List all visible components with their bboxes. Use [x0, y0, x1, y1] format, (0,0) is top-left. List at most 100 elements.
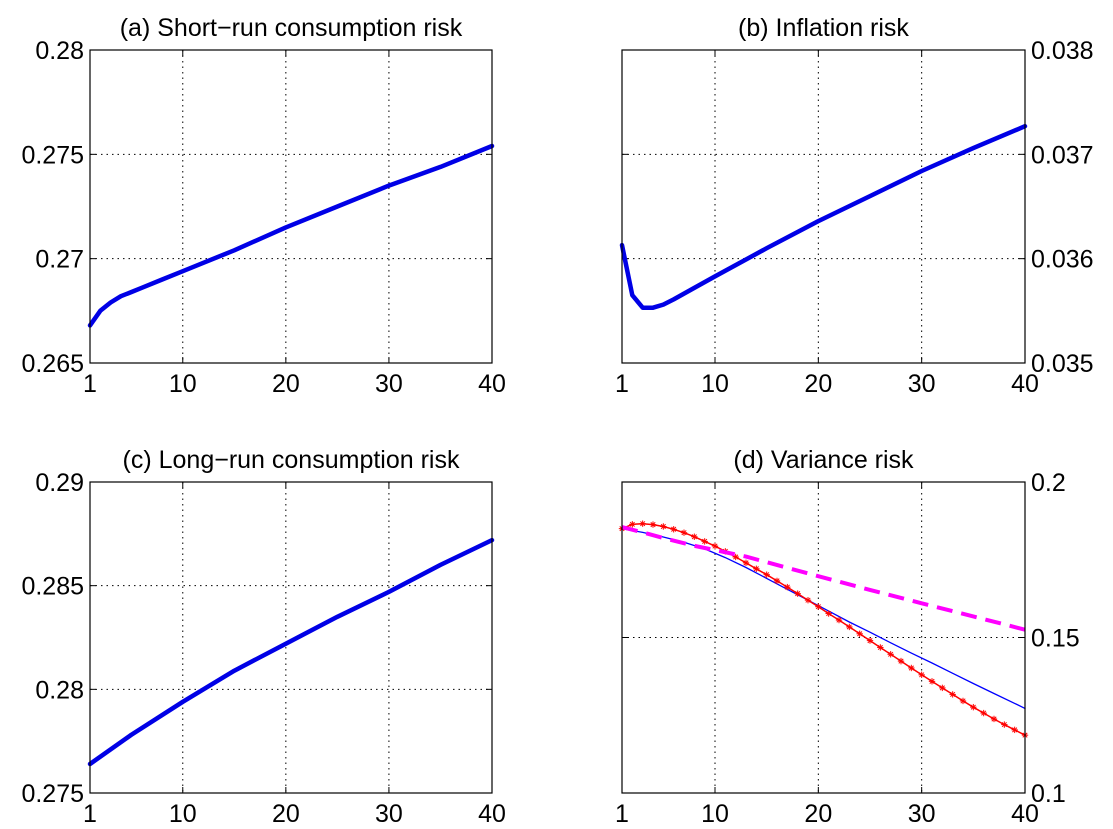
y-tick-label: 0.275 [21, 780, 84, 808]
star-marker [794, 590, 801, 597]
star-marker [877, 644, 884, 651]
x-tick-label: 20 [272, 370, 300, 398]
star-stroke [712, 543, 718, 549]
star-stroke [784, 584, 790, 590]
star-marker [918, 671, 925, 679]
star-stroke [660, 523, 666, 530]
star-stroke [671, 526, 677, 532]
y-tick-label: 0.2 [1031, 469, 1066, 497]
star-stroke [919, 672, 925, 678]
star-stroke [981, 710, 987, 716]
x-tick-label: 40 [478, 800, 506, 828]
star-stroke [640, 521, 646, 527]
y-tick-label: 0.28 [35, 676, 84, 704]
star-marker [815, 603, 822, 610]
plot-frame [89, 481, 493, 794]
star-stroke [991, 716, 997, 722]
x-tick-label: 1 [83, 800, 97, 828]
star-marker [928, 678, 936, 685]
plot-frame [89, 49, 493, 364]
y-tick-label: 0.038 [1031, 37, 1094, 65]
x-tick-label: 10 [169, 370, 197, 398]
y-tick-label: 0.275 [21, 141, 84, 169]
star-marker [680, 529, 688, 536]
y-tick-label: 0.265 [21, 350, 84, 378]
series-line-0 [621, 528, 1026, 710]
x-tick-label: 1 [615, 800, 629, 828]
y-tick-label: 0.285 [21, 573, 84, 601]
star-stroke [950, 691, 956, 698]
star-stroke [681, 530, 687, 536]
x-tick-label: 1 [615, 370, 629, 398]
star-stroke [1012, 727, 1018, 733]
x-tick-label: 30 [908, 800, 936, 828]
star-marker [939, 684, 946, 692]
star-marker [773, 577, 781, 585]
chart-panel-1: (b) Inflation risk 1 10 20 30 400.035 0.036 0.0… [615, 14, 1094, 398]
chart-title: (d) Variance risk [733, 446, 914, 474]
star-marker [753, 565, 760, 572]
x-tick-label: 30 [375, 370, 403, 398]
star-marker [866, 637, 874, 644]
series-line-1 [621, 522, 1026, 736]
star-stroke [836, 617, 842, 623]
star-stroke [908, 665, 914, 671]
star-stroke [877, 644, 883, 651]
star-stroke [753, 566, 759, 572]
star-stroke [743, 560, 749, 566]
star-marker [1011, 726, 1018, 734]
x-tick-label: 40 [478, 370, 506, 398]
x-tick-label: 10 [169, 800, 197, 828]
star-marker [691, 533, 698, 540]
star-marker [763, 571, 770, 578]
star-stroke [867, 638, 873, 644]
star-stroke [650, 522, 656, 528]
star-marker [639, 520, 646, 527]
series-line-0 [87, 537, 495, 767]
star-stroke [960, 698, 966, 704]
chart-panel-2: (c) Long−run consumption risk 1 10 20 30 40 0.… [21, 446, 505, 828]
x-tick-label: 40 [1011, 800, 1039, 828]
star-marker [835, 616, 843, 624]
chart-title: (b) Inflation risk [738, 14, 909, 42]
star-stroke [1001, 721, 1007, 728]
star-stroke [929, 678, 935, 684]
series-line-2 [621, 525, 1026, 632]
star-marker [949, 691, 956, 698]
star-marker [742, 559, 750, 567]
chart-panel-3: (d) Variance risk 1 10 20 30 400.1 0.15 0.2 [615, 446, 1080, 828]
x-tick-label: 30 [375, 800, 403, 828]
star-stroke [888, 651, 894, 657]
y-tick-label: 0.27 [35, 246, 84, 274]
star-marker [980, 709, 987, 717]
star-stroke [733, 554, 739, 560]
y-tick-label: 0.035 [1031, 350, 1094, 378]
star-stroke [846, 624, 852, 630]
star-marker [825, 610, 832, 617]
y-tick-label: 0.28 [35, 37, 84, 65]
star-marker [959, 697, 967, 705]
x-tick-label: 10 [701, 800, 729, 828]
star-stroke [815, 604, 821, 610]
x-tick-label: 20 [272, 800, 300, 828]
star-stroke [702, 538, 708, 544]
x-tick-label: 20 [804, 370, 832, 398]
x-tick-label: 30 [908, 370, 936, 398]
chart-title: (c) Long−run consumption risk [123, 446, 460, 474]
star-marker [887, 651, 894, 658]
star-marker [711, 542, 719, 550]
chart-title: (a) Short−run consumption risk [120, 14, 463, 42]
star-marker [908, 664, 915, 672]
star-stroke [857, 631, 863, 637]
y-tick-label: 0.036 [1031, 246, 1094, 274]
x-tick-label: 10 [701, 370, 729, 398]
star-marker [856, 630, 863, 637]
x-tick-label: 20 [804, 800, 832, 828]
y-tick-label: 0.15 [1031, 625, 1080, 653]
star-marker [990, 715, 998, 723]
star-stroke [970, 704, 976, 710]
star-marker [897, 657, 905, 665]
star-marker [649, 521, 657, 528]
star-stroke [939, 685, 945, 691]
